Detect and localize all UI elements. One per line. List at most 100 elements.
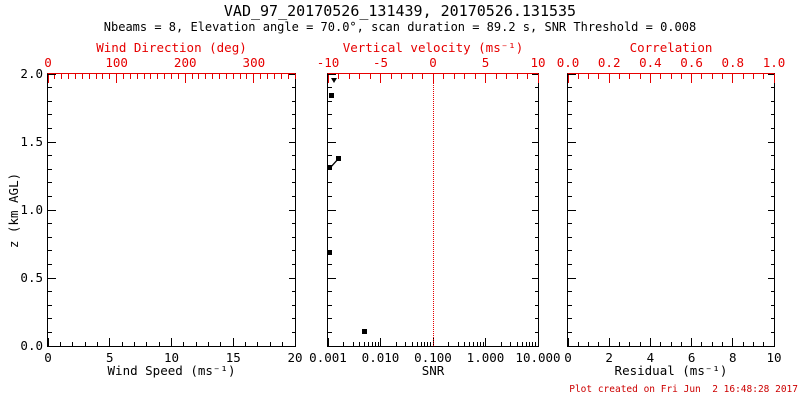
y-axis-minor-tick-right <box>771 182 774 184</box>
y-axis-major-tick-right <box>768 277 774 279</box>
bottom-axis-tick-label: 6 <box>687 350 696 365</box>
top-axis-minor-tick <box>453 74 455 79</box>
y-axis-major-tick-right <box>289 345 295 347</box>
bottom-axis-minor-tick <box>195 342 197 346</box>
top-axis-minor-tick <box>177 74 179 79</box>
y-axis-minor-tick <box>568 87 572 89</box>
bottom-axis-minor-tick <box>395 342 397 346</box>
y-axis-minor-tick <box>568 114 572 116</box>
y-axis-minor-tick <box>568 100 572 102</box>
y-axis-minor-tick <box>48 87 52 89</box>
y-axis-minor-tick-right <box>771 100 774 102</box>
top-axis-minor-tick <box>212 74 214 79</box>
y-axis-major-tick-right <box>289 209 295 211</box>
top-axis-minor-tick <box>260 74 262 79</box>
top-axis-major-tick <box>691 74 693 83</box>
top-axis-minor-tick <box>164 74 166 79</box>
y-axis-minor-tick <box>328 223 332 225</box>
y-axis-minor-tick <box>328 195 332 197</box>
top-axis-minor-tick <box>670 74 672 79</box>
y-axis-minor-tick <box>568 127 572 129</box>
y-axis-major-tick <box>568 73 576 75</box>
bottom-axis-minor-tick <box>245 342 247 346</box>
top-axis-minor-tick <box>157 74 159 79</box>
y-axis-minor-tick <box>328 100 332 102</box>
bottom-axis-minor-tick <box>84 342 86 346</box>
y-axis-major-tick-right <box>532 277 538 279</box>
y-axis-minor-tick-right <box>771 318 774 320</box>
bottom-axis-minor-tick <box>469 342 471 346</box>
y-axis-minor-tick-right <box>771 87 774 89</box>
y-axis-minor-tick <box>48 195 52 197</box>
bottom-axis-minor-tick <box>371 342 373 346</box>
y-axis-minor-tick <box>48 318 52 320</box>
y-axis-minor-tick <box>48 263 52 265</box>
y-axis-minor-tick <box>568 331 572 333</box>
top-axis-major-tick <box>253 74 255 83</box>
top-axis-tick-label: 0.2 <box>597 55 621 70</box>
y-axis-minor-tick <box>568 195 572 197</box>
bottom-axis-minor-tick <box>282 342 284 346</box>
y-axis-minor-tick <box>568 236 572 238</box>
bottom-axis-minor-tick <box>158 342 160 346</box>
panel-residual: Correlation Residual (ms⁻¹) 0.0 0.2 0.4 0.6… <box>557 40 786 378</box>
bottom-axis-minor-tick <box>220 342 222 346</box>
top-axis-tick-label: 1.0 <box>762 55 786 70</box>
y-axis-minor-tick <box>48 182 52 184</box>
bottom-axis-minor-tick <box>479 342 481 346</box>
y-axis-minor-tick-right <box>292 263 295 265</box>
top-axis-minor-tick <box>680 74 682 79</box>
bottom-axis-minor-tick <box>670 342 672 346</box>
top-axis-minor-tick <box>129 74 131 79</box>
top-axis-minor-tick <box>464 74 465 79</box>
bottom-axis-minor-tick <box>420 342 422 346</box>
bottom-axis-minor-tick <box>424 342 426 346</box>
y-axis-minor-tick-right <box>292 304 295 306</box>
top-axis-tick-label: 10 <box>530 55 546 70</box>
y-axis-tick-label: 0.5 <box>20 270 43 285</box>
y-axis-major-tick <box>568 345 576 347</box>
bottom-axis-major-tick <box>380 338 381 346</box>
y-axis-minor-tick-right <box>535 236 538 238</box>
top-axis-minor-tick <box>619 74 620 79</box>
bottom-axis-major-tick <box>485 338 486 346</box>
top-axis-minor-tick <box>338 74 339 79</box>
top-axis-minor-tick <box>61 74 63 79</box>
bottom-axis-minor-tick <box>72 342 74 346</box>
top-axis-minor-tick <box>763 74 765 79</box>
bottom-axis-minor-tick <box>464 342 466 346</box>
y-axis-minor-tick <box>48 127 52 129</box>
top-axis-minor-tick <box>629 74 631 79</box>
y-axis-minor-tick <box>568 291 572 293</box>
y-axis-minor-tick-right <box>535 87 538 89</box>
y-axis-minor-tick-right <box>292 331 295 333</box>
y-axis-minor-tick-right <box>292 195 295 197</box>
residual-axis-title: Residual (ms⁻¹) <box>614 363 728 378</box>
bottom-axis-major-tick <box>171 338 172 346</box>
y-axis-major-tick <box>328 277 336 279</box>
bottom-axis-minor-tick <box>500 342 502 346</box>
y-axis-major-tick-right <box>768 73 774 75</box>
y-axis-minor-tick <box>328 114 332 116</box>
top-axis-minor-tick <box>588 74 590 79</box>
y-axis-minor-tick-right <box>535 250 538 252</box>
top-axis-minor-tick <box>150 74 152 79</box>
top-axis-major-tick <box>184 74 186 83</box>
bottom-axis-minor-tick <box>722 342 723 346</box>
y-axis-major-tick <box>328 73 336 75</box>
bottom-axis-major-tick <box>109 338 111 346</box>
bottom-axis-minor-tick <box>343 342 345 346</box>
y-axis-minor-tick-right <box>771 331 774 333</box>
y-axis-minor-tick-right <box>535 100 538 102</box>
top-axis-minor-tick <box>506 74 507 79</box>
y-axis-minor-tick <box>568 318 572 320</box>
top-axis-minor-tick <box>411 74 413 79</box>
y-axis-minor-tick <box>568 223 572 225</box>
bottom-axis-minor-tick <box>629 342 631 346</box>
top-axis-minor-tick <box>422 74 423 79</box>
y-axis-minor-tick <box>328 87 332 89</box>
bottom-axis-tick-label: 4 <box>646 350 655 365</box>
y-axis-minor-tick <box>328 236 332 238</box>
bottom-axis-major-tick <box>47 338 49 346</box>
bottom-axis-major-tick <box>732 338 734 346</box>
